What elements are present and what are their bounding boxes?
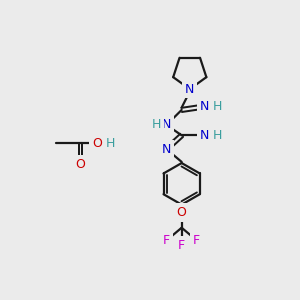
- Text: O: O: [76, 158, 85, 171]
- Text: F: F: [178, 238, 185, 252]
- Text: N: N: [200, 129, 210, 142]
- Text: H: H: [152, 118, 161, 131]
- Text: H: H: [106, 137, 116, 150]
- Text: H: H: [213, 129, 222, 142]
- Text: N: N: [185, 82, 194, 96]
- Text: N: N: [200, 100, 210, 113]
- Text: F: F: [193, 234, 200, 247]
- Text: N: N: [162, 143, 171, 156]
- Text: F: F: [163, 234, 170, 247]
- Text: O: O: [177, 206, 187, 219]
- Text: H: H: [213, 100, 222, 113]
- Text: N: N: [162, 118, 171, 131]
- Text: O: O: [92, 137, 102, 150]
